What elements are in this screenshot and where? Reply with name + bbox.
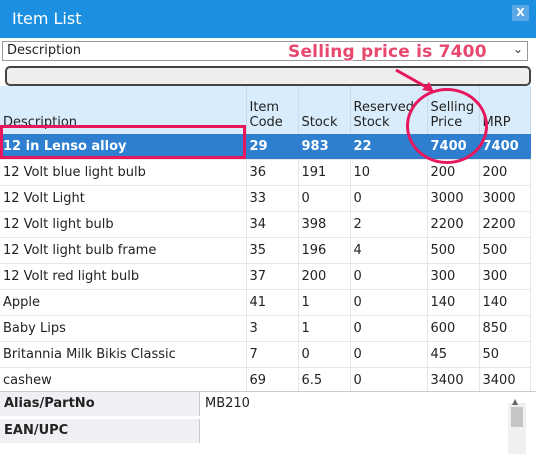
table-row[interactable]: Baby Lips 3 1 0 600 850 xyxy=(0,315,531,342)
scrollbar-thumb[interactable] xyxy=(511,407,523,427)
table-row[interactable]: cashew 69 6.5 0 3400 3400 xyxy=(0,367,531,394)
search-input[interactable] xyxy=(5,66,531,86)
scroll-up-icon[interactable]: ▲ xyxy=(512,397,519,406)
table-row[interactable]: 12 Volt red light bulb 37 200 0 300 300 xyxy=(0,263,531,290)
cell-item-code: 33 xyxy=(246,185,299,212)
cell-stock: 1 xyxy=(298,315,351,342)
filter-selected-value: Description xyxy=(7,43,82,58)
cell-selling-price: 140 xyxy=(427,289,480,316)
alias-row: Alias/PartNo MB210 xyxy=(0,392,536,416)
details-panel: Alias/PartNo MB210 EAN/UPC xyxy=(0,391,536,455)
table-row[interactable]: 12 Volt blue light bulb 36 191 10 200 200 xyxy=(0,159,531,186)
cell-description: 12 Volt red light bulb xyxy=(0,263,247,290)
table-row[interactable]: 12 Volt light bulb frame 35 196 4 500 500 xyxy=(0,237,531,264)
cell-selling-price: 45 xyxy=(427,341,480,368)
cell-reserved-stock: 0 xyxy=(350,341,428,368)
cell-mrp: 200 xyxy=(479,159,531,186)
cell-description: 12 Volt light bulb xyxy=(0,211,247,238)
table-row[interactable]: Apple 41 1 0 140 140 xyxy=(0,289,531,316)
title-bar: Item List X xyxy=(0,0,536,38)
cell-item-code: 36 xyxy=(246,159,299,186)
cell-mrp: 2200 xyxy=(479,211,531,238)
cell-reserved-stock: 2 xyxy=(350,211,428,238)
cell-stock: 6.5 xyxy=(298,367,351,394)
cell-reserved-stock: 0 xyxy=(350,289,428,316)
table-row[interactable]: 12 Volt Light 33 0 0 3000 3000 xyxy=(0,185,531,212)
annotation-callout: Selling price is 7400 xyxy=(288,42,487,62)
alias-label: Alias/PartNo xyxy=(0,392,200,416)
cell-selling-price: 300 xyxy=(427,263,480,290)
cell-item-code: 35 xyxy=(246,237,299,264)
item-grid: Description Item Code Stock Reserved Sto… xyxy=(0,86,536,394)
cell-stock: 0 xyxy=(298,341,351,368)
cell-description: Apple xyxy=(0,289,247,316)
cell-item-code: 29 xyxy=(246,134,299,160)
cell-reserved-stock: 0 xyxy=(350,315,428,342)
cell-description: cashew xyxy=(0,367,247,394)
cell-mrp: 3400 xyxy=(479,367,531,394)
column-header-stock[interactable]: Stock xyxy=(298,86,351,134)
cell-reserved-stock: 0 xyxy=(350,263,428,290)
close-button[interactable]: X xyxy=(512,5,529,21)
ean-label: EAN/UPC xyxy=(0,419,200,443)
window-title: Item List xyxy=(12,9,82,28)
cell-mrp: 850 xyxy=(479,315,531,342)
cell-selling-price: 500 xyxy=(427,237,480,264)
cell-description: Britannia Milk Bikis Classic xyxy=(0,341,247,368)
cell-item-code: 3 xyxy=(246,315,299,342)
cell-reserved-stock: 0 xyxy=(350,367,428,394)
filter-dropdown[interactable]: Description ⌄ xyxy=(2,41,528,61)
description-highlight-box xyxy=(0,125,246,159)
cell-reserved-stock: 0 xyxy=(350,185,428,212)
cell-stock: 191 xyxy=(298,159,351,186)
selling-price-highlight-circle xyxy=(406,88,488,164)
cell-stock: 398 xyxy=(298,211,351,238)
cell-mrp: 7400 xyxy=(479,134,531,160)
cell-item-code: 41 xyxy=(246,289,299,316)
cell-mrp: 140 xyxy=(479,289,531,316)
cell-selling-price: 3000 xyxy=(427,185,480,212)
callout-arrow-icon xyxy=(395,68,434,92)
cell-selling-price: 2200 xyxy=(427,211,480,238)
cell-reserved-stock: 4 xyxy=(350,237,428,264)
column-header-item-code[interactable]: Item Code xyxy=(246,86,299,134)
cell-item-code: 37 xyxy=(246,263,299,290)
item-table: Description Item Code Stock Reserved Sto… xyxy=(0,86,531,394)
cell-item-code: 34 xyxy=(246,211,299,238)
cell-description: 12 Volt light bulb frame xyxy=(0,237,247,264)
alias-value[interactable]: MB210 xyxy=(205,396,250,411)
cell-stock: 983 xyxy=(298,134,351,160)
cell-selling-price: 3400 xyxy=(427,367,480,394)
chevron-down-icon: ⌄ xyxy=(512,42,523,56)
cell-stock: 1 xyxy=(298,289,351,316)
cell-mrp: 3000 xyxy=(479,185,531,212)
cell-stock: 196 xyxy=(298,237,351,264)
cell-description: 12 in Lenso alloy xyxy=(0,134,247,160)
cell-description: 12 Volt Light xyxy=(0,185,247,212)
cell-mrp: 500 xyxy=(479,237,531,264)
cell-selling-price: 600 xyxy=(427,315,480,342)
cell-mrp: 50 xyxy=(479,341,531,368)
cell-description: Baby Lips xyxy=(0,315,247,342)
cell-stock: 0 xyxy=(298,185,351,212)
ean-row: EAN/UPC xyxy=(0,419,536,443)
cell-stock: 200 xyxy=(298,263,351,290)
cell-selling-price: 200 xyxy=(427,159,480,186)
table-row[interactable]: 12 Volt light bulb 34 398 2 2200 2200 xyxy=(0,211,531,238)
cell-item-code: 69 xyxy=(246,367,299,394)
cell-item-code: 7 xyxy=(246,341,299,368)
cell-mrp: 300 xyxy=(479,263,531,290)
table-row[interactable]: Britannia Milk Bikis Classic 7 0 0 45 50 xyxy=(0,341,531,368)
cell-description: 12 Volt blue light bulb xyxy=(0,159,247,186)
cell-reserved-stock: 10 xyxy=(350,159,428,186)
